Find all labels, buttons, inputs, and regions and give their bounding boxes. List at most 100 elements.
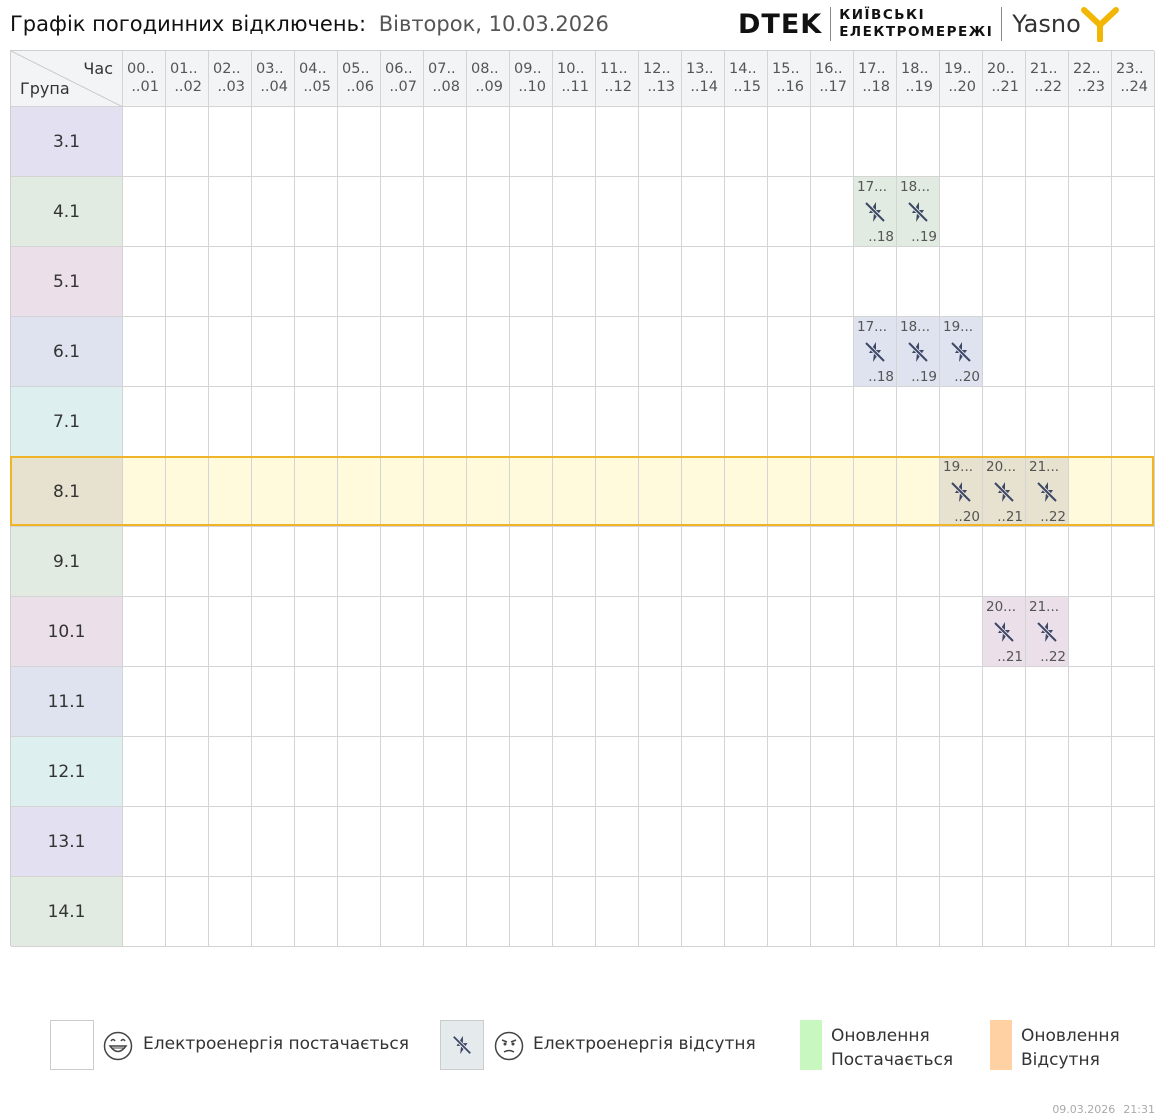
hour-header-start: 15.. bbox=[772, 61, 800, 77]
power-off-icon bbox=[907, 201, 929, 222]
schedule-cell bbox=[1026, 527, 1069, 597]
hour-header-end: ..03 bbox=[217, 79, 245, 95]
schedule-cell bbox=[338, 597, 381, 667]
schedule-cell bbox=[510, 177, 553, 247]
schedule-cell bbox=[811, 597, 854, 667]
schedule-cell bbox=[166, 527, 209, 597]
happy-face-icon bbox=[103, 1031, 133, 1061]
schedule-cell bbox=[209, 597, 252, 667]
schedule-cell bbox=[940, 737, 983, 807]
outage-start-label: 20... bbox=[986, 599, 1017, 615]
schedule-cell bbox=[1026, 387, 1069, 457]
schedule-cell bbox=[897, 597, 940, 667]
schedule-cell bbox=[897, 877, 940, 947]
outage-end-label: ..18 bbox=[868, 229, 894, 245]
hour-header-end: ..17 bbox=[819, 79, 847, 95]
hour-header-end: ..24 bbox=[1120, 79, 1148, 95]
schedule-cell bbox=[768, 247, 811, 317]
schedule-cell bbox=[1112, 737, 1155, 807]
schedule-cell bbox=[854, 667, 897, 737]
outage-cell: 19... ..20 bbox=[940, 317, 983, 387]
schedule-cell bbox=[338, 877, 381, 947]
schedule-cell bbox=[682, 107, 725, 177]
schedule-cell bbox=[639, 387, 682, 457]
schedule-cell bbox=[252, 317, 295, 387]
schedule-cell bbox=[854, 597, 897, 667]
schedule-cell bbox=[940, 667, 983, 737]
schedule-cell bbox=[897, 667, 940, 737]
schedule-cell bbox=[424, 177, 467, 247]
outage-start-label: 18... bbox=[900, 319, 931, 335]
schedule-cell bbox=[553, 667, 596, 737]
schedule-cell bbox=[123, 877, 166, 947]
hour-header-end: ..15 bbox=[733, 79, 761, 95]
group-label-cell: 3.1 bbox=[11, 107, 123, 177]
schedule-cell bbox=[467, 527, 510, 597]
schedule-cell bbox=[940, 247, 983, 317]
hour-header-start: 09.. bbox=[514, 61, 542, 77]
schedule-cell bbox=[1069, 317, 1112, 387]
outage-start-label: 19... bbox=[943, 319, 974, 335]
schedule-cell bbox=[768, 737, 811, 807]
hour-header: 02.. ..03 bbox=[209, 51, 252, 107]
schedule-cell bbox=[596, 317, 639, 387]
schedule-cell bbox=[123, 247, 166, 317]
schedule-cell bbox=[725, 807, 768, 877]
schedule-cell bbox=[424, 737, 467, 807]
schedule-cell bbox=[381, 457, 424, 527]
schedule-cell bbox=[467, 107, 510, 177]
schedule-cell bbox=[1112, 807, 1155, 877]
schedule-cell bbox=[897, 247, 940, 317]
schedule-cell bbox=[295, 317, 338, 387]
schedule-cell bbox=[682, 177, 725, 247]
schedule-cell bbox=[811, 317, 854, 387]
schedule-cell bbox=[768, 527, 811, 597]
schedule-cell bbox=[768, 177, 811, 247]
schedule-cell bbox=[553, 107, 596, 177]
hour-header-start: 02.. bbox=[213, 61, 241, 77]
outage-end-label: ..22 bbox=[1040, 509, 1066, 525]
schedule-cell bbox=[338, 737, 381, 807]
yasno-logo: Yasno bbox=[1012, 10, 1081, 38]
schedule-cell bbox=[1112, 317, 1155, 387]
schedule-cell bbox=[725, 107, 768, 177]
schedule-cell bbox=[295, 107, 338, 177]
schedule-cell bbox=[510, 807, 553, 877]
schedule-cell bbox=[510, 527, 553, 597]
schedule-cell bbox=[1069, 737, 1112, 807]
schedule-cell bbox=[553, 387, 596, 457]
legend-update-supplied-line1: Оновлення bbox=[831, 1026, 930, 1046]
schedule-cell bbox=[467, 317, 510, 387]
schedule-cell bbox=[295, 387, 338, 457]
hour-header: 16.. ..17 bbox=[811, 51, 854, 107]
hour-header: 15.. ..16 bbox=[768, 51, 811, 107]
schedule-cell bbox=[682, 247, 725, 317]
schedule-cell bbox=[553, 527, 596, 597]
schedule-cell bbox=[983, 247, 1026, 317]
schedule-cell bbox=[682, 457, 725, 527]
schedule-cell bbox=[381, 247, 424, 317]
legend-update-supplied-line2: Постачається bbox=[831, 1050, 954, 1070]
dtek-logo: DTEK bbox=[738, 8, 823, 40]
group-label-cell: 12.1 bbox=[11, 737, 123, 807]
schedule-cell bbox=[252, 107, 295, 177]
schedule-cell bbox=[940, 527, 983, 597]
schedule-cell bbox=[854, 527, 897, 597]
schedule-cell bbox=[1069, 457, 1112, 527]
schedule-cell bbox=[510, 317, 553, 387]
group-name: 3.1 bbox=[52, 131, 81, 152]
schedule-cell bbox=[854, 247, 897, 317]
schedule-cell bbox=[338, 317, 381, 387]
schedule-cell bbox=[166, 667, 209, 737]
schedule-cell bbox=[295, 737, 338, 807]
schedule-cell bbox=[209, 177, 252, 247]
schedule-cell bbox=[510, 247, 553, 317]
hour-header: 13.. ..14 bbox=[682, 51, 725, 107]
hour-header: 21.. ..22 bbox=[1026, 51, 1069, 107]
schedule-cell bbox=[596, 387, 639, 457]
schedule-cell bbox=[467, 807, 510, 877]
hour-header: 11.. ..12 bbox=[596, 51, 639, 107]
hour-header-end: ..11 bbox=[561, 79, 589, 95]
schedule-cell bbox=[596, 107, 639, 177]
hour-header-end: ..22 bbox=[1034, 79, 1062, 95]
